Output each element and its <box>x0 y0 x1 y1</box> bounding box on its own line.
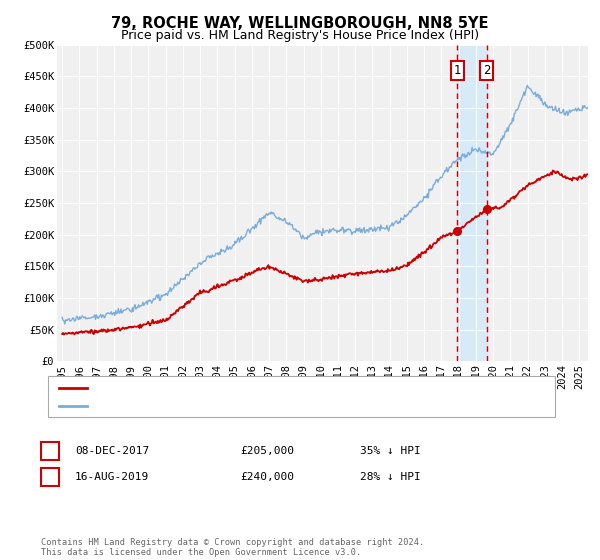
Text: 2: 2 <box>46 472 53 482</box>
Text: £240,000: £240,000 <box>240 472 294 482</box>
Text: 35% ↓ HPI: 35% ↓ HPI <box>360 446 421 456</box>
Text: 1: 1 <box>46 446 53 456</box>
Text: 16-AUG-2019: 16-AUG-2019 <box>75 472 149 482</box>
Text: £205,000: £205,000 <box>240 446 294 456</box>
Text: HPI: Average price, detached house, North Northamptonshire: HPI: Average price, detached house, Nort… <box>93 401 455 410</box>
Text: Price paid vs. HM Land Registry's House Price Index (HPI): Price paid vs. HM Land Registry's House … <box>121 29 479 42</box>
Text: Contains HM Land Registry data © Crown copyright and database right 2024.
This d: Contains HM Land Registry data © Crown c… <box>41 538 424 557</box>
Text: 08-DEC-2017: 08-DEC-2017 <box>75 446 149 456</box>
Text: 1: 1 <box>454 64 461 77</box>
Text: 79, ROCHE WAY, WELLINGBOROUGH, NN8 5YE: 79, ROCHE WAY, WELLINGBOROUGH, NN8 5YE <box>111 16 489 31</box>
Bar <box>457 45 487 361</box>
Text: 28% ↓ HPI: 28% ↓ HPI <box>360 472 421 482</box>
Text: 2: 2 <box>483 64 490 77</box>
Text: 79, ROCHE WAY, WELLINGBOROUGH, NN8 5YE (detached house): 79, ROCHE WAY, WELLINGBOROUGH, NN8 5YE (… <box>93 383 437 393</box>
